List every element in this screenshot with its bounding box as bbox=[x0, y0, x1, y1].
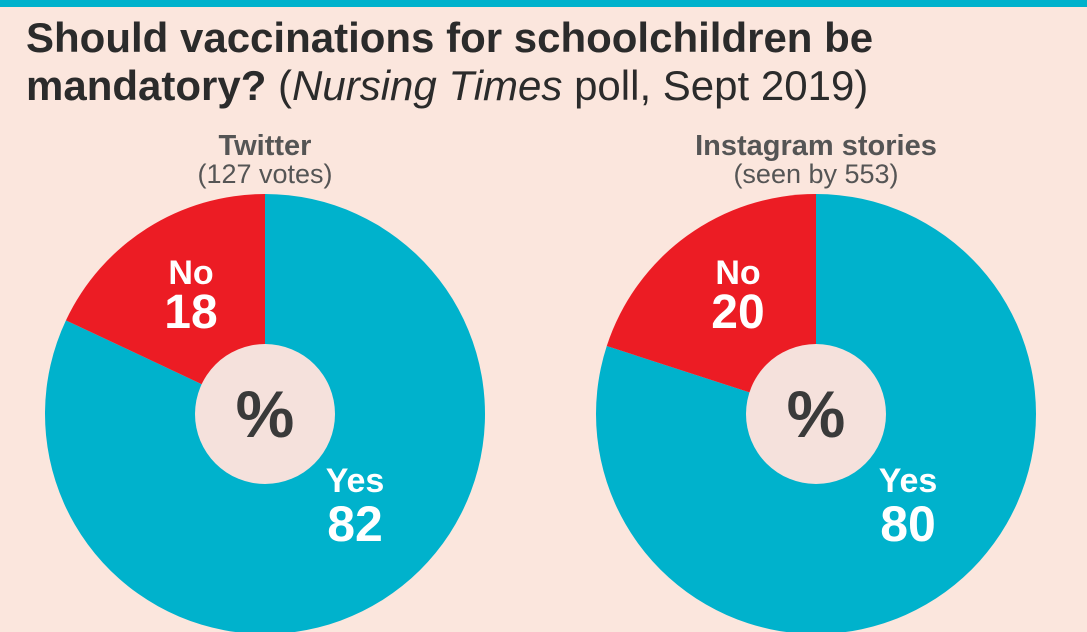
pie-chart-instagram: Instagram stories (seen by 553) % No 20 … bbox=[596, 130, 1036, 632]
slice-label-no: No bbox=[715, 254, 760, 292]
chart-title: Should vaccinations for schoolchildren b… bbox=[26, 14, 1066, 110]
slice-label-no: No bbox=[168, 254, 213, 292]
pie-center-hole bbox=[195, 344, 335, 484]
percent-symbol: % bbox=[236, 377, 295, 451]
title-date: poll, Sept 2019) bbox=[574, 62, 869, 109]
slice-value-yes: 82 bbox=[327, 496, 383, 552]
pie-subtitle-instagram: (seen by 553) bbox=[733, 159, 898, 189]
title-paren: ( bbox=[278, 62, 293, 109]
pie-slice-no bbox=[65, 194, 265, 414]
slice-value-no: 18 bbox=[164, 286, 217, 339]
title-question: Should vaccinations for schoolchildren b… bbox=[26, 14, 874, 109]
pie-chart-twitter: Twitter (127 votes) % No 18 Yes 82 bbox=[45, 130, 486, 632]
top-accent-bar bbox=[0, 0, 1087, 7]
pie-title-twitter: Twitter bbox=[219, 130, 312, 162]
slice-value-yes: 80 bbox=[880, 496, 936, 552]
pie-subtitle-twitter: (127 votes) bbox=[197, 159, 332, 189]
title-source: (Nursing Times poll, Sept 2019) bbox=[278, 62, 868, 109]
pie-center-hole bbox=[746, 344, 886, 484]
slice-value-no: 20 bbox=[711, 286, 764, 339]
pie-title-instagram: Instagram stories bbox=[695, 130, 937, 162]
slice-label-yes: Yes bbox=[879, 462, 938, 500]
pie-slice-no bbox=[606, 194, 816, 414]
slice-label-yes: Yes bbox=[326, 462, 385, 500]
percent-symbol: % bbox=[787, 377, 846, 451]
title-publication: Nursing Times bbox=[292, 62, 563, 109]
